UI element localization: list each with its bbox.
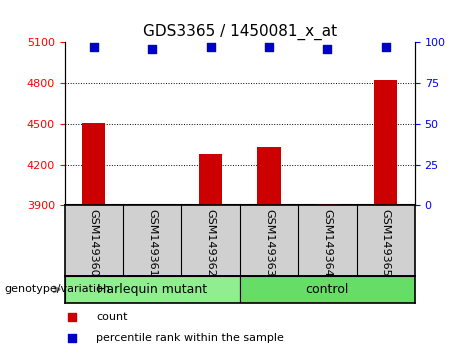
Text: GSM149361: GSM149361 [147,209,157,276]
Bar [257,147,281,205]
Text: genotype/variation: genotype/variation [5,284,111,295]
Bar [199,154,222,205]
Title: GDS3365 / 1450081_x_at: GDS3365 / 1450081_x_at [142,23,337,40]
Text: Harlequin mutant: Harlequin mutant [97,283,207,296]
FancyBboxPatch shape [65,276,240,303]
Text: GSM149363: GSM149363 [264,209,274,276]
Point [265,45,272,50]
Bar [374,80,397,205]
Point [382,45,390,50]
Text: count: count [96,312,128,322]
Point [68,335,75,341]
Text: GSM149362: GSM149362 [206,209,216,276]
Point [207,45,214,50]
Bar [82,122,106,205]
Text: percentile rank within the sample: percentile rank within the sample [96,333,284,343]
FancyBboxPatch shape [240,276,415,303]
Point [90,45,97,50]
Text: GSM149365: GSM149365 [381,209,391,276]
Text: GSM149364: GSM149364 [322,209,332,276]
Bar [316,204,339,205]
Text: control: control [306,283,349,296]
Point [324,46,331,52]
Text: GSM149360: GSM149360 [89,209,99,276]
Point [68,314,75,320]
Point [148,46,156,52]
